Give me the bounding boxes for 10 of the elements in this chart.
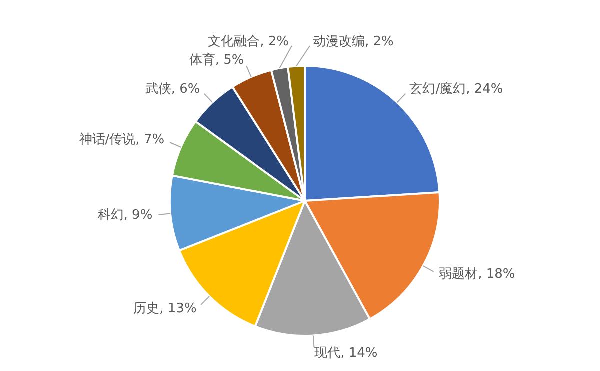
slice-label: 弱题材, 18% (439, 267, 516, 282)
slice-label: 文化融合, 2% (208, 34, 289, 50)
slice-label: 动漫改编, 2% (313, 34, 394, 50)
slice-label: 玄幻/魔幻, 24% (410, 80, 504, 97)
slice-label: 体育, 5% (189, 52, 244, 68)
slice-label: 历史, 13% (134, 302, 197, 317)
slice-label: 科幻, 9% (98, 208, 153, 223)
slice-label: 武侠, 6% (145, 82, 200, 97)
slice-label: 现代, 14% (314, 346, 378, 362)
slice-label: 神话/传说, 7% (79, 132, 165, 148)
